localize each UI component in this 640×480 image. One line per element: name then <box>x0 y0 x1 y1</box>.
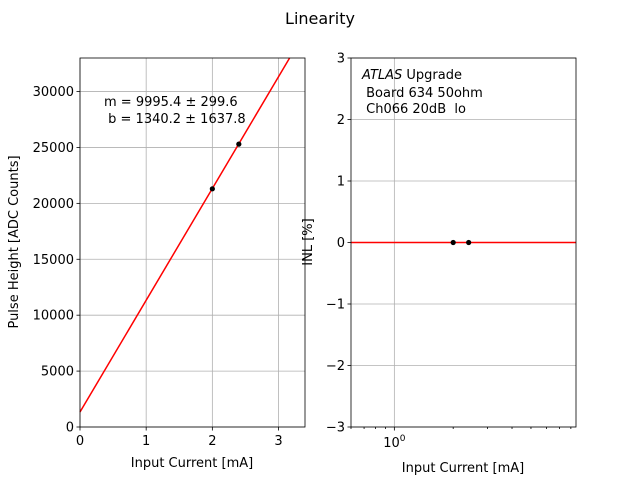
y-tick-label: −1 <box>326 298 345 313</box>
x-tick-label: 1 <box>142 434 150 449</box>
y-tick-label: 15000 <box>33 253 74 268</box>
y-tick-label: 25000 <box>33 141 74 156</box>
y-tick-label: −2 <box>326 359 345 374</box>
tick-base: 10 <box>383 436 400 451</box>
data-point <box>450 239 456 246</box>
axes-frame <box>350 57 577 428</box>
y-axis-label: INL [%] <box>301 218 316 265</box>
fit-intercept-annotation: b = 1340.2 ± 1637.8 <box>104 112 246 127</box>
linearity-panel: 0 5000 10000 15000 20000 25000 30000 0 1 2 3 m = 9… <box>7 57 306 471</box>
atlas-annotation: ATLAS Upgrade <box>361 68 462 83</box>
y-tick-label: 3 <box>337 52 345 67</box>
data-point <box>209 186 215 192</box>
fit-line-layer <box>79 57 291 413</box>
y-tick-label: 0 <box>66 421 74 436</box>
tick-exponent: 0 <box>400 434 406 444</box>
axis-ticks: 0 5000 10000 15000 20000 25000 30000 0 1 2 3 <box>33 85 283 449</box>
data-point <box>236 141 242 147</box>
y-tick-label: −3 <box>326 421 345 436</box>
fit-line <box>79 57 291 413</box>
data-points-layer <box>450 239 472 246</box>
x-tick-label: 3 <box>274 434 282 449</box>
fit-slope-annotation: m = 9995.4 ± 299.6 <box>104 95 238 110</box>
y-tick-label: 20000 <box>33 197 74 212</box>
y-tick-label: 10000 <box>33 309 74 324</box>
y-tick-label: 5000 <box>41 365 74 380</box>
y-axis-label: Pulse Height [ADC Counts] <box>7 155 22 328</box>
atlas-label: ATLAS <box>361 68 402 83</box>
x-axis-label: Input Current [mA] <box>131 456 253 471</box>
y-tick-label: 2 <box>337 113 345 128</box>
y-tick-label: 0 <box>337 236 345 251</box>
x-axis-label: Input Current [mA] <box>402 461 524 476</box>
y-tick-label: 1 <box>337 175 345 190</box>
grid-lines <box>79 58 305 428</box>
data-point <box>466 239 472 246</box>
x-tick-label: 0 <box>76 434 84 449</box>
upgrade-label: Upgrade <box>402 68 462 83</box>
board-annotation: Board 634 50ohm <box>362 86 483 101</box>
figure-title: Linearity <box>285 9 355 28</box>
channel-annotation: Ch066 20dB lo <box>362 102 466 117</box>
y-tick-label: 30000 <box>33 85 74 100</box>
data-points-layer <box>209 141 242 192</box>
x-tick-label: 100 <box>383 434 406 451</box>
x-tick-label: 2 <box>208 434 216 449</box>
axes-frame <box>79 57 306 428</box>
